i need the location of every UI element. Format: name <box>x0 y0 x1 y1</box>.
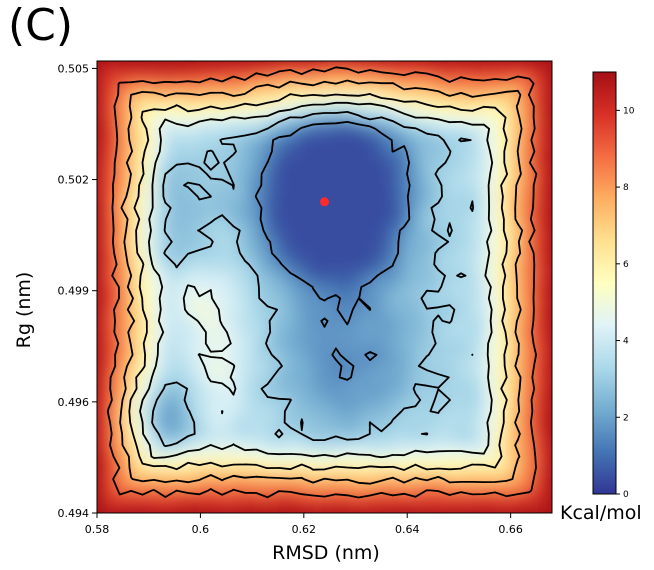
y-axis-label: Rg (nm) <box>13 271 35 349</box>
y-axis: 0.494 0.496 0.499 0.502 0.505 <box>58 62 97 520</box>
colorbar-gradient <box>592 71 617 495</box>
contour-level <box>106 66 538 499</box>
contour-level <box>254 121 411 381</box>
contour-lines <box>106 66 538 499</box>
colorbar-tick-label: 6 <box>623 260 629 270</box>
contour-level <box>119 79 524 485</box>
colorbar-tick-label: 4 <box>623 337 629 347</box>
x-tick-label: 0.62 <box>292 523 317 536</box>
colorbar-tick-label: 10 <box>623 106 635 116</box>
colorbar-tick-label: 2 <box>623 413 629 423</box>
x-axis: 0.58 0.6 0.62 0.64 0.66 <box>85 513 523 536</box>
x-tick-label: 0.6 <box>192 523 210 536</box>
colorbar-label: Kcal/mol <box>560 502 642 524</box>
energy-heatmap <box>97 61 552 513</box>
x-tick-label: 0.66 <box>498 523 523 536</box>
plot-frame <box>96 60 553 514</box>
colorbar: 0 2 4 6 8 10 <box>592 71 635 500</box>
y-tick-label: 0.505 <box>58 62 90 75</box>
contour-level <box>128 93 508 471</box>
energy-minimum-marker <box>320 197 329 207</box>
colorbar-tick-label: 0 <box>623 490 629 500</box>
x-axis-label: RMSD (nm) <box>272 542 380 564</box>
x-tick-label: 0.58 <box>85 523 110 536</box>
contour-level <box>151 111 474 447</box>
contour-level <box>139 101 494 459</box>
x-tick-label: 0.64 <box>395 523 420 536</box>
y-tick-label: 0.496 <box>58 396 90 409</box>
colorbar-tick-label: 8 <box>623 183 629 193</box>
plot-area <box>96 60 553 514</box>
panel-label: (C) <box>8 0 74 51</box>
y-tick-label: 0.499 <box>58 285 90 298</box>
y-tick-label: 0.494 <box>58 507 90 520</box>
y-tick-label: 0.502 <box>58 174 90 187</box>
